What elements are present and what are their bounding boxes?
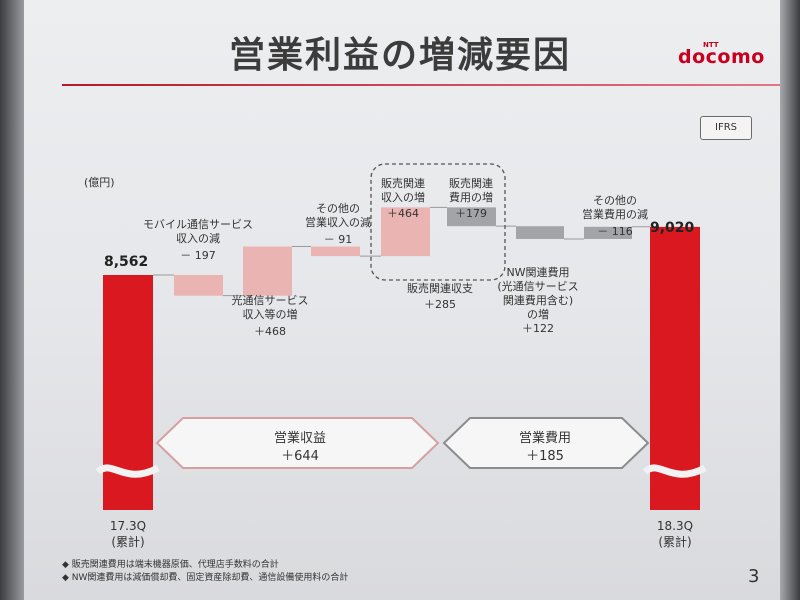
cost-total-arrow xyxy=(442,417,650,469)
step-label-line: 販売関連 xyxy=(449,177,493,190)
step-label-sales-revenue: 販売関連 収入の増 ＋464 xyxy=(360,177,446,221)
end-period-line: 18.3Q xyxy=(656,519,694,533)
step-value-label: ＋464 xyxy=(387,207,419,220)
footnote-2: ◆ NW関連費用は減価償却費、固定資産除却費、通信設備使用料の合計 xyxy=(62,573,349,583)
step-label-sales-cost: 販売関連 費用の増 ＋179 xyxy=(428,177,514,221)
step-value-label: － 197 xyxy=(180,249,216,262)
step-label-line: 収入等の増 xyxy=(242,308,298,321)
end-axis-break xyxy=(642,464,707,478)
docomo-logo: docomo xyxy=(678,46,765,68)
waterfall-step-bar xyxy=(381,207,430,257)
sales-balance-label: 販売関連収支 xyxy=(407,282,473,295)
revenue-total-label: 営業収益 ＋644 xyxy=(220,430,380,466)
step-label-line: その他の xyxy=(593,194,637,207)
sales-balance-note: 販売関連収支 ＋285 xyxy=(390,282,490,312)
cost-total-title: 営業費用 xyxy=(518,431,571,446)
cost-total-label: 営業費用 ＋185 xyxy=(465,430,625,466)
step-value-label: ＋179 xyxy=(455,207,487,220)
ifrs-badge: IFRS xyxy=(700,116,752,140)
start-period-line: 17.3Q xyxy=(109,519,147,533)
revenue-total-value: ＋644 xyxy=(281,449,319,464)
start-period-label: 17.3Q (累計) xyxy=(98,518,158,550)
step-label-line: 関連費用含む) xyxy=(502,294,574,307)
waterfall-step-bar xyxy=(516,226,564,239)
sales-group-box xyxy=(370,163,506,281)
revenue-total-title: 営業収益 xyxy=(273,431,326,446)
waterfall-step-bar xyxy=(584,226,632,239)
end-value-label: 9,020 xyxy=(650,220,695,236)
step-label-other-cost: その他の 営業費用の減 － 116 xyxy=(555,194,675,239)
unit-label: (億円) xyxy=(84,176,115,189)
screen-frame-left xyxy=(0,0,24,600)
step-label-line: モバイル通信サービス xyxy=(143,218,253,231)
step-label-line: 費用の増 xyxy=(449,191,493,204)
waterfall-step-bar xyxy=(174,275,223,296)
step-label-line: (光通信サービス xyxy=(497,280,579,293)
slide-title: 営業利益の増減要因 xyxy=(228,35,571,76)
sales-balance-value: ＋285 xyxy=(424,298,456,311)
step-value-label: ＋122 xyxy=(522,322,554,335)
step-label-hikari: 光通信サービス 収入等の増 ＋468 xyxy=(210,294,330,339)
end-bar xyxy=(650,226,700,510)
step-label-line: 収入の減 xyxy=(176,232,220,245)
footnote-1: ◆ 販売関連費用は端末機器原価、代理店手数料の合計 xyxy=(62,560,279,570)
step-value-label: － 116 xyxy=(597,225,633,238)
step-label-line: NW関連費用 xyxy=(506,266,570,279)
step-label-nw-cost: NW関連費用 (光通信サービス 関連費用含む) の増 ＋122 xyxy=(478,266,598,336)
title-underline xyxy=(62,84,780,86)
revenue-total-arrow xyxy=(155,417,440,469)
step-label-line: 営業費用の減 xyxy=(582,208,648,221)
step-label-line: 販売関連 xyxy=(381,177,425,190)
step-label-line: 光通信サービス xyxy=(231,294,309,307)
step-label-other-revenue: その他の 営業収入の減 － 91 xyxy=(278,202,398,247)
waterfall-step-bar xyxy=(243,246,292,296)
page-number: 3 xyxy=(748,566,760,587)
end-period-line: (累計) xyxy=(658,535,692,549)
start-axis-break xyxy=(95,464,160,478)
waterfall-step-bar xyxy=(447,207,496,227)
start-period-line: (累計) xyxy=(111,535,145,549)
step-value-label: ＋468 xyxy=(254,325,286,338)
cost-total-value: ＋185 xyxy=(526,449,564,464)
start-value-label: 8,562 xyxy=(104,254,149,270)
brand-ntt: NTT xyxy=(703,41,719,49)
step-label-mobile: モバイル通信サービス 収入の減 － 197 xyxy=(138,218,258,263)
end-period-label: 18.3Q (累計) xyxy=(645,518,705,550)
screen-frame-right xyxy=(780,0,800,600)
step-value-label: － 91 xyxy=(323,233,353,246)
waterfall-step-bar xyxy=(311,246,360,257)
step-label-line: その他の xyxy=(316,202,360,215)
step-label-line: 営業収入の減 xyxy=(305,216,371,229)
step-label-line: の増 xyxy=(527,308,549,321)
step-label-line: 収入の増 xyxy=(381,191,425,204)
